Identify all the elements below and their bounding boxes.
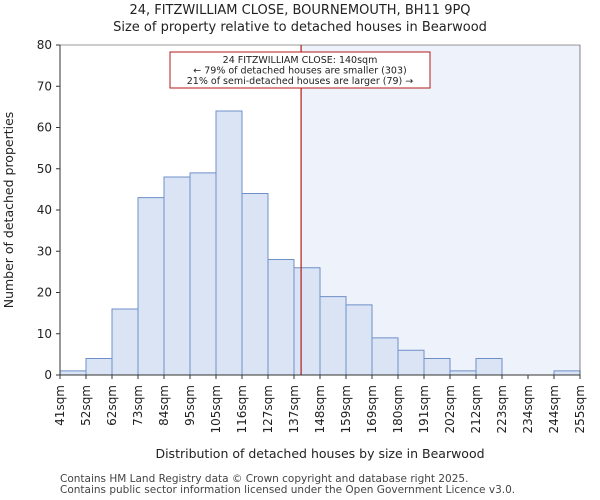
chart-subtitle: Size of property relative to detached ho…	[113, 20, 487, 35]
bar	[215, 110, 243, 376]
x-tick-label: 223sqm	[495, 385, 509, 433]
x-tick-label: 148sqm	[313, 385, 327, 433]
y-tick-label: 60	[37, 121, 52, 135]
x-tick-label: 52sqm	[79, 385, 93, 426]
x-tick-label: 62sqm	[105, 385, 119, 426]
y-tick-label: 30	[37, 244, 52, 258]
y-tick-label: 70	[37, 79, 52, 93]
x-tick-label: 234sqm	[521, 385, 535, 433]
bar	[241, 193, 269, 376]
chart-title: 24, FITZWILLIAM CLOSE, BOURNEMOUTH, BH11…	[129, 3, 471, 18]
x-tick-label: 137sqm	[287, 385, 301, 433]
x-tick-label: 159sqm	[339, 385, 353, 433]
x-tick-label: 180sqm	[391, 385, 405, 433]
x-tick-label: 191sqm	[417, 385, 431, 433]
footer-licence: Contains public sector information licen…	[60, 484, 516, 496]
x-tick-label: 73sqm	[131, 385, 145, 426]
x-tick-label: 212sqm	[469, 385, 483, 433]
x-tick-label: 41sqm	[53, 385, 67, 426]
bar	[449, 370, 477, 376]
annotation-text: ← 79% of detached houses are smaller (30…	[193, 66, 406, 77]
bar	[397, 349, 425, 376]
bar	[267, 259, 295, 376]
x-tick-label: 169sqm	[365, 385, 379, 433]
footer-copyright: Contains HM Land Registry data © Crown c…	[60, 473, 469, 485]
y-tick-label: 0	[44, 368, 52, 382]
bar	[293, 267, 321, 376]
y-tick-label: 20	[37, 286, 52, 300]
x-tick-label: 84sqm	[157, 385, 171, 426]
y-tick-label: 80	[37, 38, 52, 52]
bar	[345, 304, 373, 376]
x-tick-label: 105sqm	[209, 385, 223, 433]
x-tick-label: 255sqm	[573, 385, 587, 433]
x-tick-label: 202sqm	[443, 385, 457, 433]
bar	[59, 370, 87, 376]
y-tick-label: 40	[37, 203, 52, 217]
x-tick-label: 95sqm	[183, 385, 197, 426]
annotation-text: 21% of semi-detached houses are larger (…	[187, 76, 414, 87]
bar	[553, 370, 581, 376]
x-tick-label: 127sqm	[261, 385, 275, 433]
y-tick-label: 50	[37, 162, 52, 176]
bar	[137, 197, 165, 376]
bar	[163, 176, 191, 376]
bar	[319, 296, 347, 376]
bar	[371, 337, 399, 376]
bar	[111, 308, 139, 376]
bar	[85, 358, 113, 376]
annotation-text: 24 FITZWILLIAM CLOSE: 140sqm	[223, 55, 378, 66]
histogram-chart: 0 10 20 30 40 50 60 70 80 41sqm 52sqm 62sqm 73sqm 84s…	[1, 38, 587, 461]
y-tick-label: 10	[37, 327, 52, 341]
bar	[423, 358, 451, 376]
bar	[189, 172, 217, 376]
bar	[475, 358, 503, 376]
annotation-box	[169, 51, 431, 89]
x-tick-label: 116sqm	[235, 385, 249, 433]
x-tick-label: 244sqm	[547, 385, 561, 433]
y-axis-label: Number of detached properties	[1, 112, 16, 309]
x-axis-label: Distribution of detached houses by size …	[155, 446, 484, 461]
